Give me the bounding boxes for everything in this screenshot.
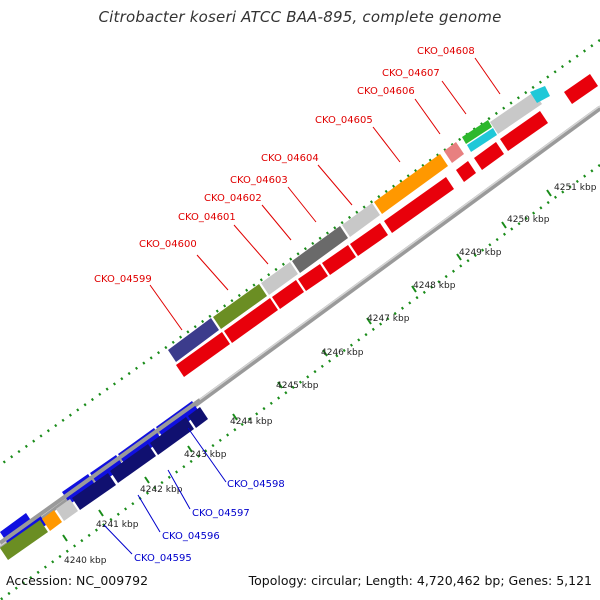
tick-mark <box>98 509 104 517</box>
reverse-gene-arrow[interactable] <box>118 428 162 466</box>
tick-label: 4243 kbp <box>184 450 227 460</box>
forward-gene-arrow[interactable] <box>500 111 548 151</box>
gene-block-cko-04604[interactable] <box>374 154 448 214</box>
gene-block-cko-04608[interactable] <box>530 86 550 103</box>
bottom-label-leaders <box>103 427 227 555</box>
tick-mark <box>411 285 417 293</box>
tick-label: 4240 kbp <box>64 556 107 566</box>
tick-mark <box>144 476 150 484</box>
leader-line <box>372 126 401 163</box>
forward-gene-arrow[interactable] <box>474 142 504 170</box>
leader-line <box>103 524 133 555</box>
forward-gene-arrow[interactable] <box>272 280 304 309</box>
tick-label: 4251 kbp <box>554 183 597 193</box>
forward-gene-arrow[interactable] <box>322 245 356 275</box>
tick-label: 4242 kbp <box>140 485 183 495</box>
gene-block-cko-04599[interactable] <box>168 318 219 362</box>
forward-gene-arrow[interactable] <box>224 298 278 343</box>
map-title: Citrobacter koseri ATCC BAA-895, complet… <box>98 8 502 26</box>
tick-label: 4250 kbp <box>507 215 550 225</box>
leader-line <box>149 284 183 331</box>
gene-label-cko-04607[interactable]: CKO_04607 <box>382 68 440 79</box>
tick-label: 4244 kbp <box>230 417 273 427</box>
leader-line <box>187 427 227 483</box>
gene-block-cko-04603[interactable] <box>342 203 380 237</box>
gene-block-cko-04605[interactable] <box>444 142 464 163</box>
tick-label: 4246 kbp <box>321 348 364 358</box>
upper-feature-row <box>168 86 550 362</box>
bottom-gene-labels: CKO_04595 CKO_04596 CKO_04597 CKO_04598 <box>134 479 285 564</box>
tick-mark <box>232 413 238 421</box>
forward-gene-arrow[interactable] <box>384 177 454 233</box>
leader-line <box>261 204 292 241</box>
genome-backbone-lower <box>0 398 202 545</box>
gene-block-cko-04606b[interactable] <box>467 128 497 152</box>
gene-block-cko-04606[interactable] <box>462 120 492 144</box>
tick-mark <box>366 317 372 325</box>
forward-gene-arrow[interactable] <box>456 161 476 182</box>
gene-label-cko-04603[interactable]: CKO_04603 <box>230 175 288 186</box>
gene-label-cko-04598[interactable]: CKO_04598 <box>227 479 285 490</box>
kbp-tick-labels: 4240 kbp 4241 kbp 4242 kbp 4243 kbp 4244… <box>64 183 597 566</box>
gene-label-cko-04608[interactable]: CKO_04608 <box>417 46 475 57</box>
leader-line <box>441 80 467 115</box>
kbp-ticks <box>62 189 552 542</box>
leader-line <box>167 469 191 510</box>
leader-line <box>414 98 441 135</box>
gene-label-cko-04596[interactable]: CKO_04596 <box>162 531 220 542</box>
gene-block-cko-04602[interactable] <box>292 226 348 273</box>
leader-line <box>196 254 229 291</box>
reverse-gene-arrow[interactable] <box>56 499 78 521</box>
tick-mark <box>322 349 328 357</box>
gene-label-cko-04599[interactable]: CKO_04599 <box>94 274 152 285</box>
leader-line <box>233 224 269 265</box>
tick-mark <box>62 534 68 542</box>
gene-block-cko-04607[interactable] <box>490 92 542 134</box>
tick-label: 4241 kbp <box>96 520 139 530</box>
gene-label-cko-04597[interactable]: CKO_04597 <box>192 508 250 519</box>
reverse-gene-arrow[interactable] <box>72 473 116 510</box>
gene-block-cko-04601[interactable] <box>261 262 298 295</box>
tick-label: 4248 kbp <box>413 281 456 291</box>
leader-line <box>287 186 317 223</box>
gc-dotted-track-mid <box>0 163 600 600</box>
forward-gene-arrow[interactable] <box>350 223 388 256</box>
gene-label-cko-04604[interactable]: CKO_04604 <box>261 153 319 164</box>
tick-mark <box>277 381 283 389</box>
gc-dotted-track-top <box>0 38 600 467</box>
tick-mark <box>456 253 462 261</box>
forward-gene-arrow[interactable] <box>176 332 230 377</box>
gene-label-cko-04601[interactable]: CKO_04601 <box>178 212 236 223</box>
reverse-gene-arrow[interactable] <box>150 417 194 455</box>
tick-mark <box>501 221 507 229</box>
gene-label-cko-04606[interactable]: CKO_04606 <box>357 86 415 97</box>
forward-gene-arrows <box>176 74 598 377</box>
tick-mark <box>546 189 552 197</box>
reverse-gene-arrow[interactable] <box>110 444 156 483</box>
reverse-gene-arrow[interactable] <box>42 510 62 531</box>
reverse-gene-arrow[interactable] <box>188 407 208 428</box>
leader-line <box>137 494 161 533</box>
tick-mark <box>187 445 193 453</box>
gene-label-cko-04602[interactable]: CKO_04602 <box>204 193 262 204</box>
gene-block-cko-04600[interactable] <box>213 284 267 329</box>
top-label-leaders <box>149 57 501 331</box>
gene-label-cko-04605[interactable]: CKO_04605 <box>315 115 373 126</box>
genome-summary-text: Topology: circular; Length: 4,720,462 bp… <box>248 573 592 588</box>
forward-gene-arrow[interactable] <box>564 74 598 104</box>
tick-label: 4249 kbp <box>459 248 502 258</box>
tick-label: 4245 kbp <box>276 381 319 391</box>
accession-text: Accession: NC_009792 <box>6 573 149 588</box>
reverse-gene-arrows <box>0 401 208 560</box>
leader-line <box>474 57 501 95</box>
reverse-gene-arrow[interactable] <box>0 520 48 560</box>
tick-label: 4247 kbp <box>367 314 410 324</box>
forward-gene-arrow[interactable] <box>298 264 328 291</box>
gene-label-cko-04600[interactable]: CKO_04600 <box>139 239 197 250</box>
top-gene-labels: CKO_04599 CKO_04600 CKO_04601 CKO_04602 … <box>94 46 475 285</box>
reverse-gene-arrow[interactable] <box>156 401 200 439</box>
gene-label-cko-04595[interactable]: CKO_04595 <box>134 553 192 564</box>
leader-line <box>317 164 353 206</box>
